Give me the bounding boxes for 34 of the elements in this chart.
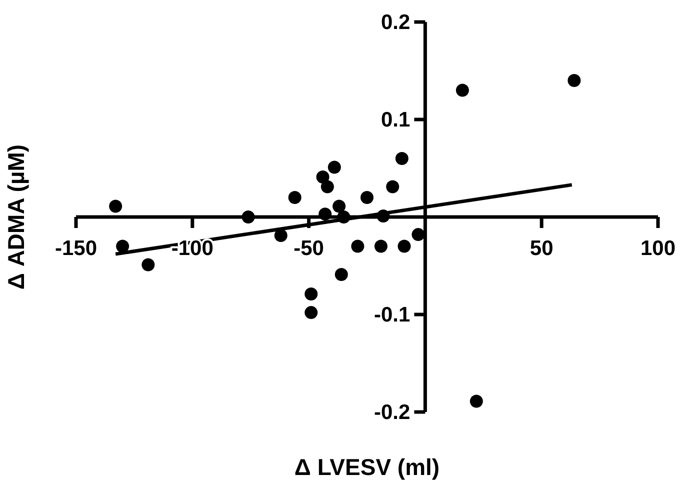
x-axis-title: Δ LVESV (ml) [294, 454, 440, 480]
point [351, 240, 364, 253]
point [398, 240, 411, 253]
point [334, 268, 348, 282]
point [360, 191, 374, 204]
point [328, 160, 341, 174]
x-tick-label: -150 [54, 237, 98, 260]
x-tick-label: 100 [640, 237, 676, 260]
point [568, 74, 581, 87]
point [142, 258, 155, 272]
point [316, 170, 330, 184]
point [318, 208, 332, 221]
y-tick-label: 0.2 [380, 11, 410, 34]
point [386, 180, 400, 194]
point [412, 228, 425, 242]
point [304, 306, 318, 320]
point [116, 240, 130, 253]
x-tick-label: -50 [294, 237, 324, 260]
point [470, 394, 483, 408]
point [395, 152, 408, 165]
point [320, 180, 334, 194]
y-tick-label: 0.1 [380, 108, 411, 132]
point [304, 288, 318, 301]
point [242, 210, 255, 224]
y-axis-title: Δ ADMA (µM) [3, 144, 29, 290]
x-tick-label: 50 [530, 237, 554, 260]
point [456, 84, 469, 97]
point [288, 191, 302, 204]
y-tick-label: -0.2 [374, 401, 410, 424]
y-tick-label: -0.1 [374, 304, 411, 326]
point [332, 200, 346, 213]
point [274, 229, 288, 242]
point [374, 240, 388, 253]
point [109, 200, 122, 213]
